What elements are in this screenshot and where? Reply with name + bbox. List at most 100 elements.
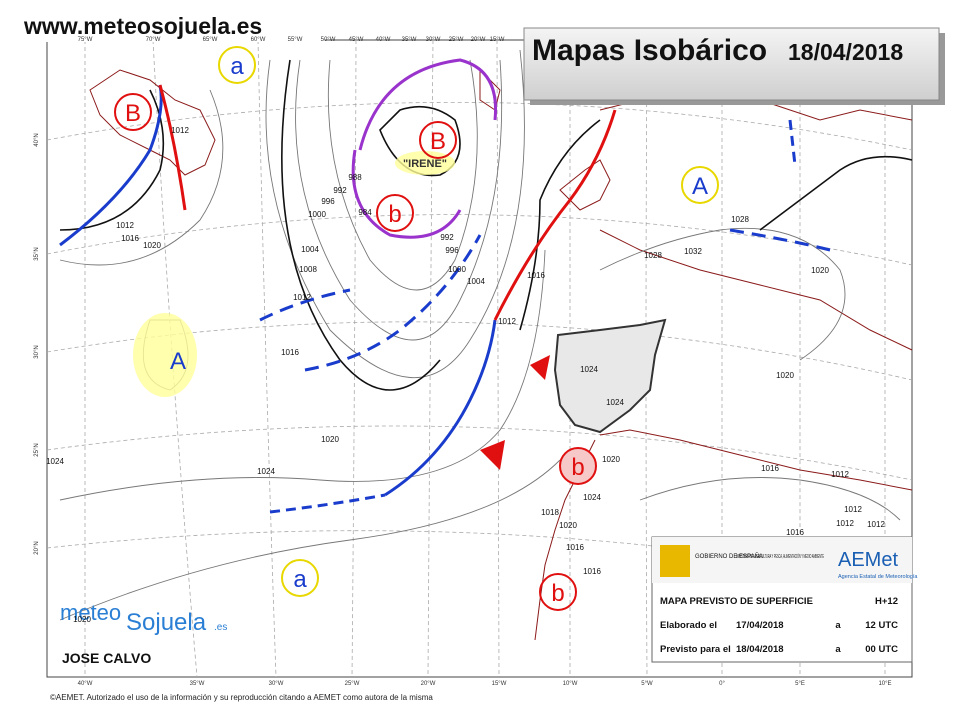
system-ring	[419, 121, 457, 159]
lon-label: 30°W	[269, 681, 284, 687]
isobar-label: 1024	[583, 493, 601, 502]
lon-label: 35°W	[402, 37, 417, 43]
system-ring	[559, 447, 597, 485]
lon-label: 5°E	[795, 681, 805, 687]
lon-label: 10°W	[563, 681, 578, 687]
isobar-label: 996	[321, 197, 335, 206]
isobar-label: 984	[358, 208, 372, 217]
lon-label: 15°W	[490, 37, 505, 43]
isobar-label: 992	[333, 186, 347, 195]
isobar-label: 1016	[281, 348, 299, 357]
info-text: a	[835, 644, 841, 655]
isobar-label: 1024	[257, 467, 275, 476]
agency: AEMet	[838, 549, 898, 571]
lat-label: 40°N	[34, 133, 40, 146]
isobar-label: 988	[348, 173, 362, 182]
title: Mapas Isobárico	[532, 34, 767, 67]
isobar-label: 1020	[321, 435, 339, 444]
isobar-label: 1012	[498, 317, 516, 326]
author: JOSE CALVO	[62, 650, 151, 666]
logo-c: .es	[214, 622, 227, 633]
info-text: a	[835, 620, 841, 631]
lat-label: 30°N	[34, 345, 40, 358]
isobar-label: 1012	[836, 519, 854, 528]
info-text: 12 UTC	[865, 620, 898, 631]
isobar-label: 1016	[583, 567, 601, 576]
lon-label: 20°W	[421, 681, 436, 687]
system-ring	[539, 573, 577, 611]
system-ring	[218, 46, 256, 84]
info-text: 18/04/2018	[736, 644, 784, 655]
site: www.meteosojuela.es	[23, 13, 262, 39]
isobar-label: 1024	[580, 365, 598, 374]
lon-label: 30°W	[426, 37, 441, 43]
lon-label: 0°	[719, 681, 725, 687]
footer: ©AEMET. Autorizado el uso de la informac…	[50, 693, 433, 702]
lon-label: 5°W	[641, 681, 653, 687]
isobar-label: 992	[440, 233, 454, 242]
pressure-system: b	[571, 454, 584, 481]
title-box	[523, 27, 940, 101]
lat-label: 35°N	[34, 247, 40, 260]
isobar-label: 1020	[776, 371, 794, 380]
isobar-label: 1020	[811, 266, 829, 275]
system-ring	[376, 194, 414, 232]
isobar-label: 1012	[867, 520, 885, 529]
info-text: H+12	[875, 596, 898, 607]
lon-label: 55°W	[288, 37, 303, 43]
isobar-label: 1016	[121, 234, 139, 243]
lon-label: 25°W	[345, 681, 360, 687]
storm-name: "IRENE"	[403, 158, 447, 170]
pressure-system: a	[230, 53, 244, 80]
pressure-system: A	[692, 173, 708, 200]
isobar-label: 1012	[293, 293, 311, 302]
isobar-label: 996	[445, 246, 459, 255]
lon-label: 25°W	[449, 37, 464, 43]
wind-arrows	[480, 355, 550, 470]
pressure-system: B	[125, 100, 141, 127]
isobar-label: 1020	[143, 241, 161, 250]
logo-a: meteo	[60, 600, 121, 625]
date: 18/04/2018	[788, 39, 903, 65]
lon-label: 15°W	[492, 681, 507, 687]
info-logos	[652, 537, 912, 583]
lon-label: 50°W	[321, 37, 336, 43]
lon-label: 35°W	[190, 681, 205, 687]
isobar-label: 1020	[73, 615, 91, 624]
isobars-thin	[59, 49, 901, 621]
graticule	[46, 39, 913, 678]
lon-label: 40°W	[78, 681, 93, 687]
isobar-label: 1024	[606, 398, 624, 407]
pressure-system: a	[293, 566, 307, 593]
isobar-label: 1000	[308, 210, 326, 219]
lon-label: 75°W	[78, 37, 93, 43]
isobar-label: 1024	[46, 457, 64, 466]
pressure-system: A	[170, 348, 186, 375]
lon-label: 60°W	[251, 37, 266, 43]
isobar-label: 1018	[541, 508, 559, 517]
isobar-label: 1032	[684, 247, 702, 256]
lat-label: 20°N	[34, 541, 40, 554]
info-text: Previsto para el	[660, 644, 731, 655]
isobar-label: 1016	[786, 528, 804, 537]
info-text: MAPA PREVISTO DE SUPERFICIE	[660, 596, 813, 607]
isobar-label: 1012	[171, 126, 189, 135]
site-box	[10, 10, 325, 42]
isobar-label: 1020	[559, 521, 577, 530]
info-text: 17/04/2018	[736, 620, 784, 631]
isobar-label: 1008	[299, 265, 317, 274]
high-area	[133, 313, 197, 397]
isobar-label: 1000	[448, 265, 466, 274]
info-text: 00 UTC	[865, 644, 898, 655]
isobar-label: 1004	[467, 277, 485, 286]
isobar-label: 1016	[566, 543, 584, 552]
isobar-label: 1012	[116, 221, 134, 230]
agency-full: Agencia Estatal de Meteorología	[838, 574, 918, 580]
pressure-system: B	[430, 128, 446, 155]
isobar-label: 1004	[301, 245, 319, 254]
gov: GOBIERNO DE ESPAÑA	[695, 553, 763, 560]
isobar-label: 1016	[527, 271, 545, 280]
isobar-label: 1020	[602, 455, 620, 464]
lon-label: 65°W	[203, 37, 218, 43]
